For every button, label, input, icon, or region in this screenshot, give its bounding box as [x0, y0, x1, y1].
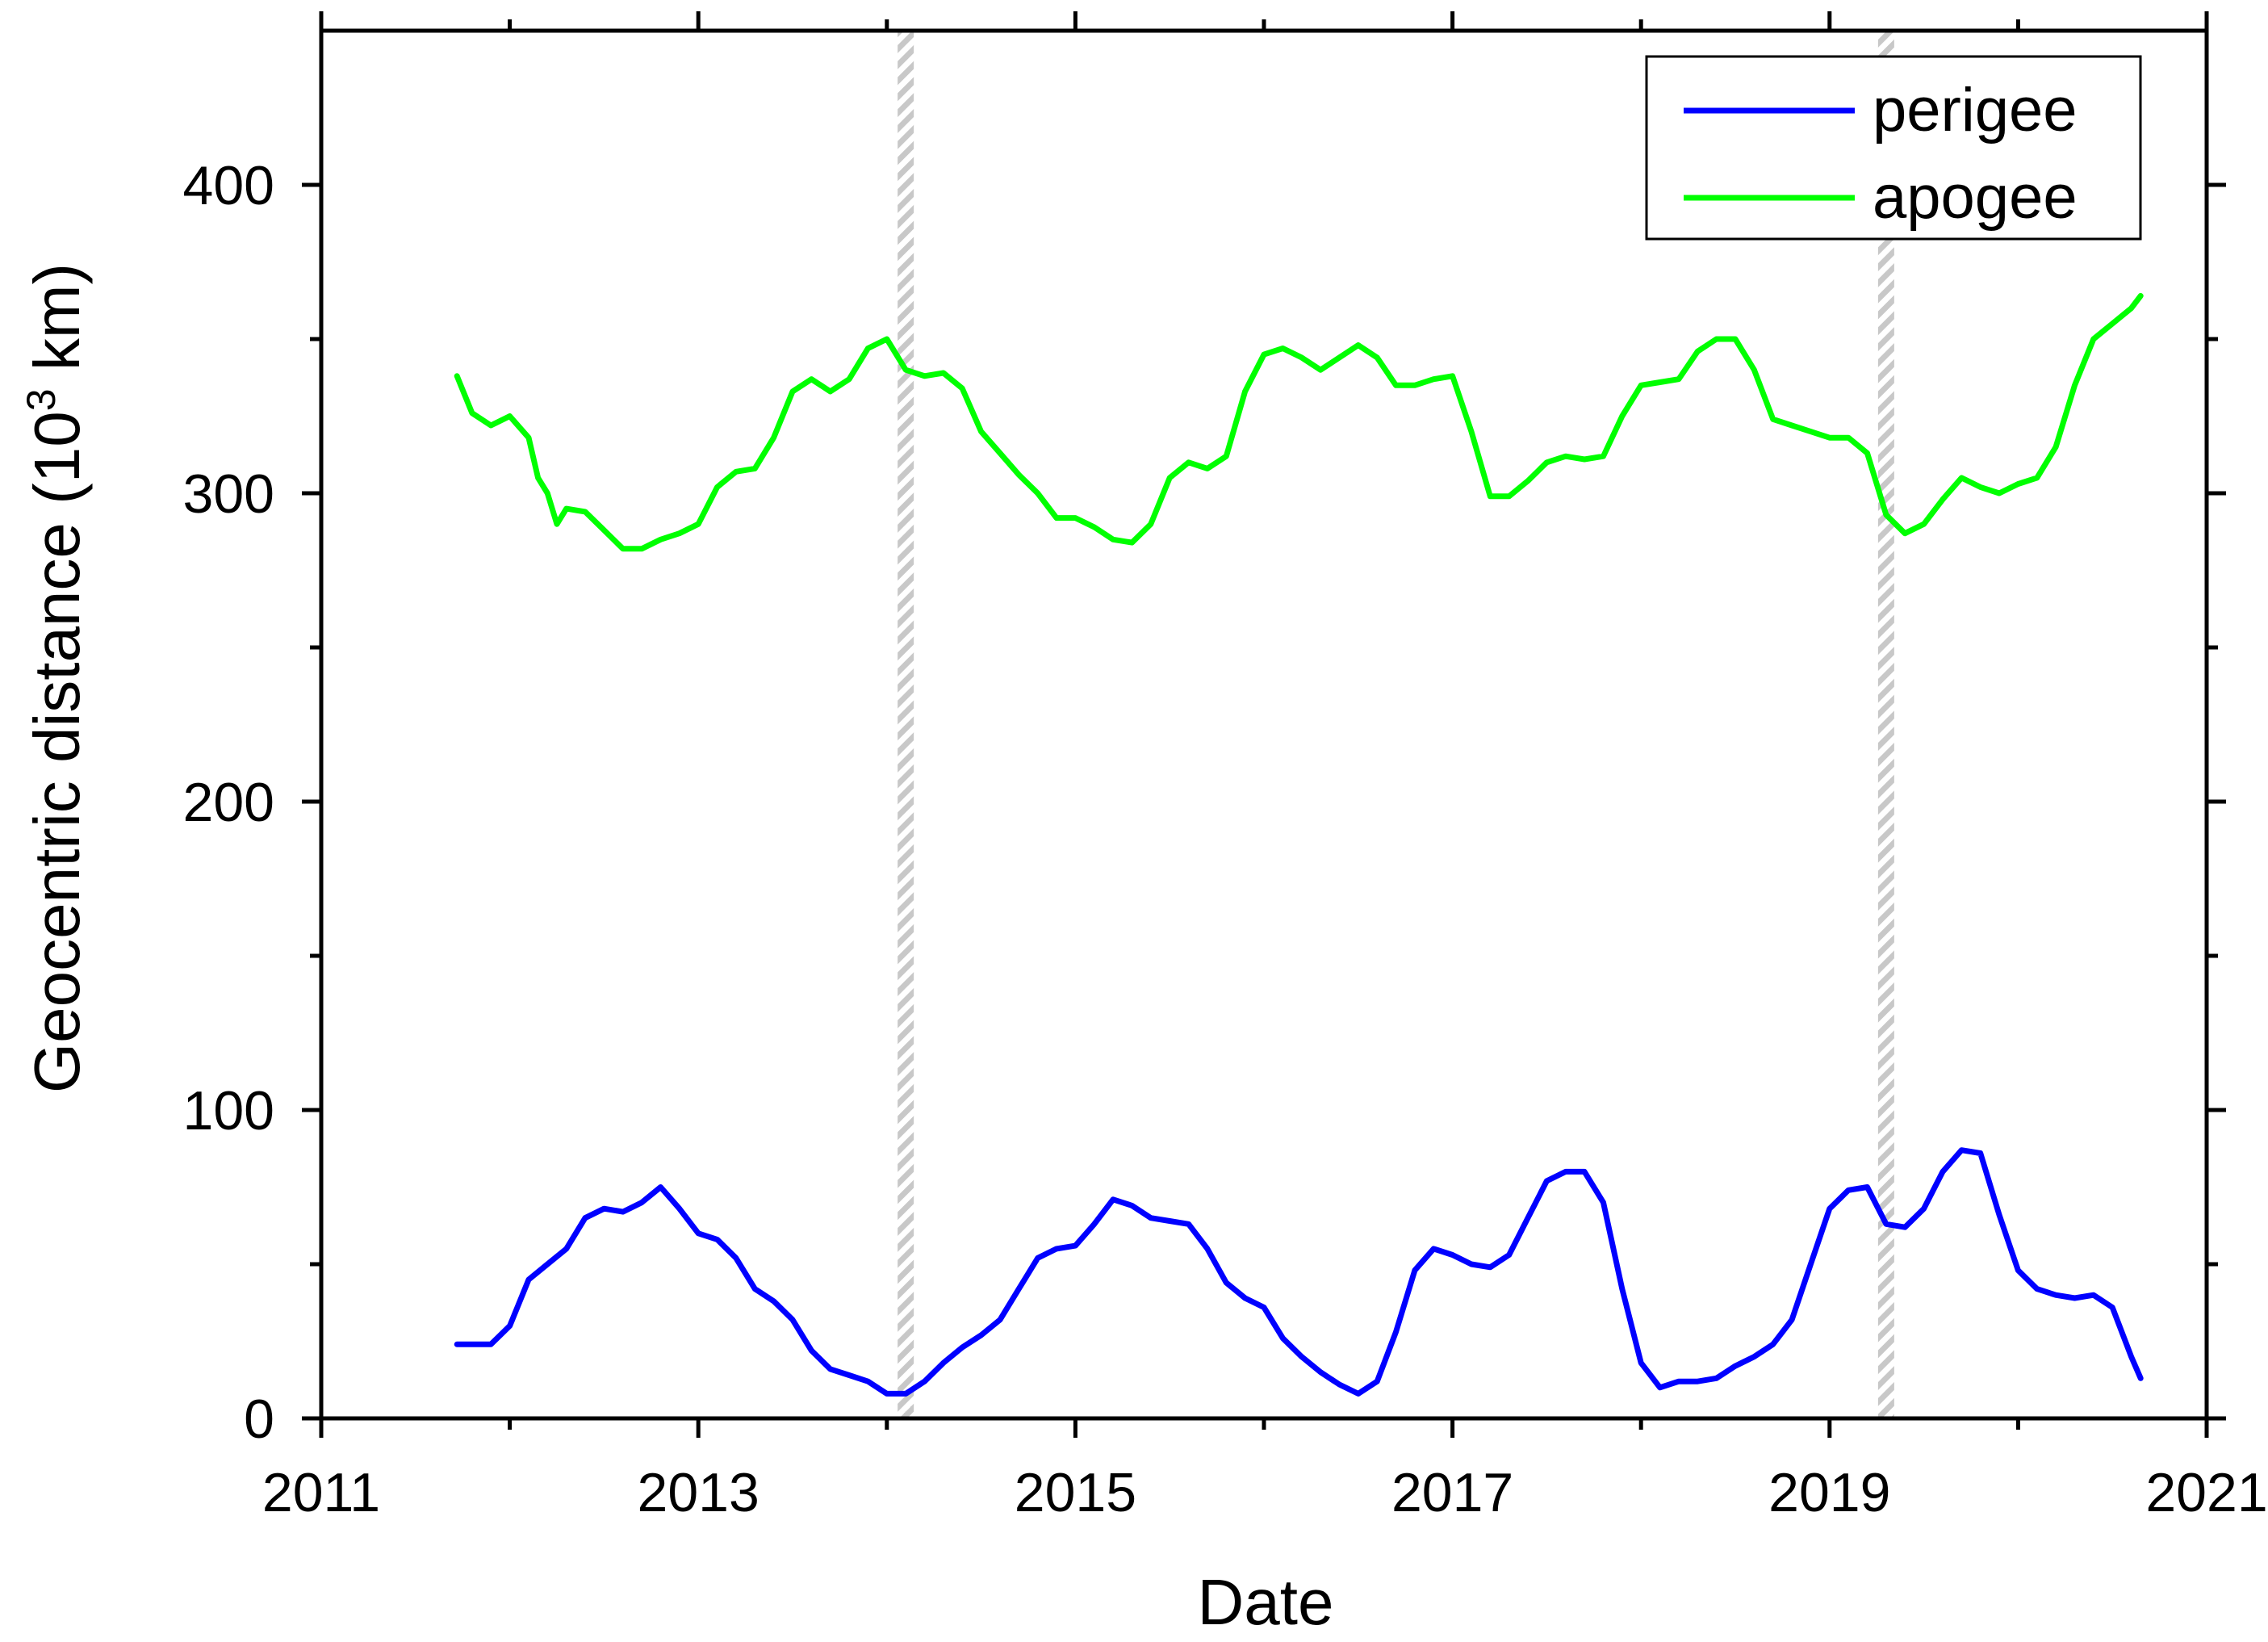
- series-lines: [454, 293, 2144, 1397]
- x-tick-label: 2017: [1391, 1462, 1513, 1523]
- x-tick-label: 2015: [1015, 1462, 1136, 1523]
- x-tick-label: 2011: [262, 1462, 380, 1523]
- y-tick-label: 300: [183, 463, 274, 525]
- y-tick-label: 0: [244, 1389, 274, 1450]
- legend-label-perigee: perigee: [1873, 76, 2078, 145]
- legend-box: [1645, 55, 2142, 241]
- legend: perigee apogee: [1645, 55, 2142, 241]
- shaded-marker-1: [1877, 31, 1894, 1418]
- axis-ticks: [302, 11, 2226, 1438]
- shaded-markers: [898, 31, 1894, 1418]
- x-tick-label: 2013: [638, 1462, 759, 1523]
- series-line-apogee: [454, 293, 2144, 552]
- x-axis-title: Date: [1198, 1566, 1334, 1638]
- y-axis-title-suffix: km): [21, 263, 93, 389]
- x-tick-labels: 2011 2013 2015 2017 2019 2021: [262, 1462, 2268, 1523]
- x-tick-label: 2021: [2145, 1462, 2267, 1523]
- series-line-perigee: [454, 1147, 2144, 1397]
- shaded-marker-0: [898, 31, 914, 1418]
- y-tick-label: 400: [183, 155, 274, 216]
- y-axis-title-main: Geocentric distance (10: [21, 411, 93, 1093]
- legend-label-apogee: apogee: [1873, 163, 2078, 232]
- y-axis-title: Geocentric distance (103 km): [19, 263, 93, 1093]
- y-tick-label: 200: [183, 772, 274, 833]
- y-axis-title-superscript: 3: [19, 388, 64, 411]
- y-tick-label: 100: [183, 1080, 274, 1141]
- x-tick-label: 2019: [1768, 1462, 1890, 1523]
- y-tick-labels: 0 100 200 300 400: [183, 155, 274, 1450]
